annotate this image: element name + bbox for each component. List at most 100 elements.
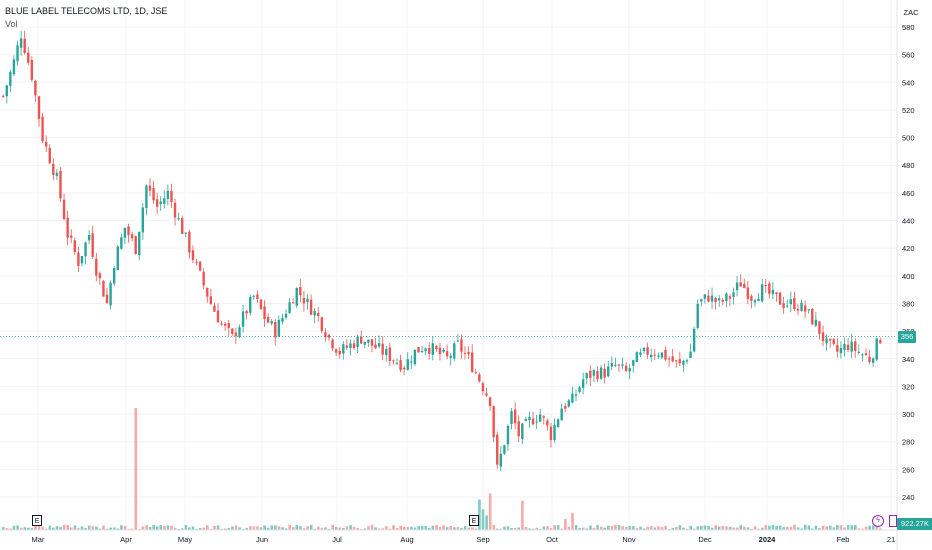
- volume-bar: [9, 528, 12, 530]
- volume-bar: [55, 526, 59, 530]
- volume-bar: [528, 528, 531, 530]
- volume-bar: [77, 528, 80, 530]
- volume-bar: [728, 526, 732, 530]
- candle-body: [843, 344, 846, 350]
- lightning-icon[interactable]: ϟ: [872, 515, 884, 527]
- volume-bar: [460, 528, 463, 530]
- volume-bar: [453, 527, 456, 530]
- candle-body: [288, 302, 291, 314]
- earnings-marker[interactable]: E: [32, 515, 42, 526]
- candle-body: [206, 287, 209, 297]
- candle-body: [155, 199, 159, 207]
- candle-body: [112, 268, 116, 284]
- candle-body: [617, 364, 621, 366]
- volume-bar: [5, 528, 9, 530]
- volume-bar: [775, 525, 778, 530]
- candle-body: [19, 38, 23, 48]
- candle-body: [145, 185, 148, 208]
- candle-body: [456, 340, 460, 342]
- candle-body: [868, 356, 871, 362]
- candle-body: [621, 364, 624, 366]
- candle-body: [567, 400, 571, 407]
- volume-bar: [646, 526, 649, 530]
- volume-bar: [270, 525, 274, 530]
- candle-body: [585, 373, 588, 379]
- volume-bar: [120, 525, 123, 530]
- candle-body: [123, 227, 127, 238]
- volume-bar: [746, 527, 750, 530]
- volume-bar: [291, 527, 295, 530]
- volume-bar: [420, 525, 424, 530]
- volume-bar: [34, 525, 37, 530]
- candle-body: [138, 231, 141, 256]
- candle-body: [821, 332, 825, 342]
- x-tick-label: Jul: [332, 535, 342, 544]
- volume-bar: [105, 528, 109, 530]
- volume-bar: [635, 528, 639, 530]
- y-tick-label: 340: [902, 355, 915, 364]
- candle-body: [95, 258, 98, 276]
- candle-body: [768, 283, 771, 294]
- candle-body: [159, 201, 162, 205]
- volume-bar: [621, 526, 624, 530]
- candle-body: [12, 59, 16, 75]
- volume-bar: [703, 525, 707, 530]
- candle-body: [306, 298, 309, 303]
- volume-bar: [256, 526, 259, 530]
- candle-body: [102, 280, 105, 297]
- candle-body: [27, 52, 30, 63]
- volume-bar: [352, 526, 356, 530]
- candle-body: [692, 328, 696, 352]
- candle-body: [850, 341, 853, 352]
- volume-bar: [678, 525, 682, 530]
- price-axis: 2402602803003203403603804004204404604805…: [902, 23, 915, 502]
- candle-body: [689, 351, 692, 359]
- volume-bar: [80, 526, 84, 530]
- candle-body: [775, 292, 778, 295]
- candle-body: [800, 302, 803, 311]
- candle-body: [453, 343, 456, 359]
- candle-body: [44, 141, 48, 147]
- candle-body: [263, 306, 266, 319]
- volume-bar: [589, 525, 592, 530]
- volume-bar: [288, 524, 291, 530]
- candle-body: [811, 308, 814, 325]
- candle-body: [499, 453, 503, 467]
- volume-bar: [828, 525, 832, 530]
- candle-body: [241, 311, 245, 327]
- volume-bar: [664, 526, 667, 530]
- y-tick-label: 500: [902, 134, 915, 143]
- currency-badge[interactable]: ZAC: [903, 8, 919, 17]
- volume-bar: [116, 528, 120, 530]
- volume-bar: [607, 525, 610, 530]
- volume-bar: [725, 526, 728, 530]
- volume-bar: [750, 528, 753, 530]
- volume-bar: [553, 525, 556, 530]
- candle-body: [284, 313, 288, 318]
- volume-bar: [628, 525, 632, 530]
- candle-body: [778, 292, 782, 305]
- grid-lines: [0, 0, 897, 530]
- volume-bar: [413, 527, 417, 530]
- volume-bar: [181, 528, 184, 530]
- candle-body: [209, 296, 213, 305]
- volume-bar: [30, 527, 34, 530]
- candle-body: [710, 295, 714, 302]
- candle-body: [266, 316, 270, 323]
- last-volume-tag: 922.27K: [897, 518, 932, 530]
- volume-bar: [850, 525, 854, 530]
- volume-bar: [778, 525, 782, 530]
- dividend-marker[interactable]: [889, 515, 897, 527]
- volume-bar: [513, 527, 517, 530]
- candle-body: [524, 418, 528, 421]
- volume-bar: [73, 525, 77, 530]
- volume-bar: [807, 525, 811, 530]
- candle-body: [449, 355, 452, 358]
- earnings-marker[interactable]: E: [469, 515, 479, 526]
- volume-bar: [521, 500, 524, 530]
- volume-bar: [202, 527, 206, 530]
- volume-bar: [109, 527, 112, 530]
- volume-bar: [667, 528, 671, 530]
- candles: [2, 30, 882, 472]
